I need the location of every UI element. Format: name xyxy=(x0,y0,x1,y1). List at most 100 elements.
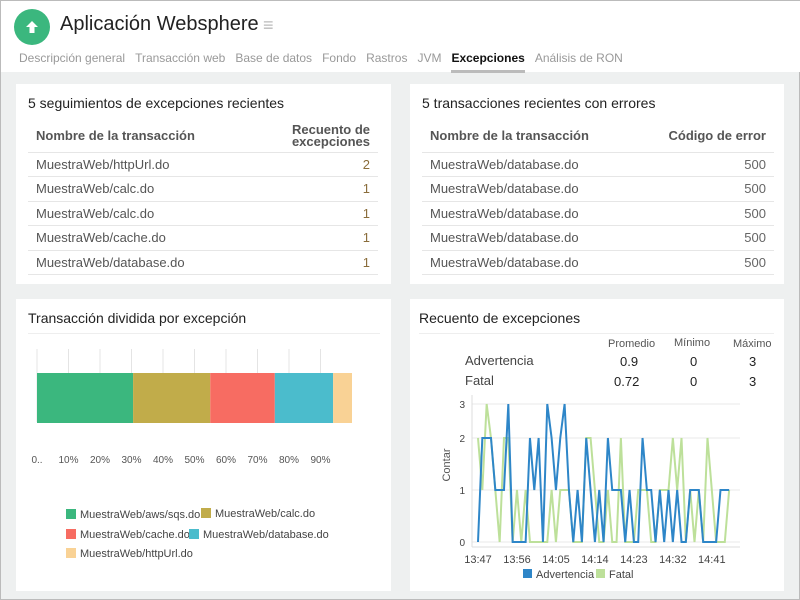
column-header: Nombre de la transacción xyxy=(422,120,636,153)
arrow-up-icon xyxy=(26,21,38,33)
x-tick-label: 10% xyxy=(58,455,78,466)
recent-error-transactions-card: 5 transacciones recientes con errores No… xyxy=(410,84,784,284)
y-tick-label: 1 xyxy=(459,486,465,497)
legend-item[interactable]: MuestraWeb/database.do xyxy=(189,529,329,541)
column-header: Nombre de la transacción xyxy=(28,120,256,153)
legend-label: MuestraWeb/httpUrl.do xyxy=(80,548,193,560)
card-title: Recuento de excepciones xyxy=(419,310,581,326)
transaction-name[interactable]: MuestraWeb/database.do xyxy=(422,152,636,177)
legend-item[interactable]: MuestraWeb/httpUrl.do xyxy=(66,548,193,560)
legend-item[interactable]: MuestraWeb/calc.do xyxy=(201,508,315,520)
stat-value: 0 xyxy=(690,354,698,369)
bar-segment[interactable] xyxy=(37,373,134,423)
card-title: Transacción dividida por excepción xyxy=(28,310,247,326)
legend-swatch[interactable] xyxy=(596,569,605,578)
legend-item[interactable]: MuestraWeb/cache.do xyxy=(66,529,190,541)
table-row[interactable]: MuestraWeb/database.do 500 xyxy=(422,152,774,177)
legend-label[interactable]: Advertencia xyxy=(536,569,595,581)
transaction-name[interactable]: MuestraWeb/database.do xyxy=(422,250,636,275)
legend-label[interactable]: Fatal xyxy=(609,569,633,581)
column-header: Código de error xyxy=(635,120,774,153)
stat-value: 3 xyxy=(749,354,757,369)
transaction-name[interactable]: MuestraWeb/database.do xyxy=(28,250,256,275)
bar-segment[interactable] xyxy=(210,373,275,423)
table-row[interactable]: MuestraWeb/database.do 1 xyxy=(28,250,378,275)
exception-count-line-chart: 0 1 2 3 Contar 13:47 13:56 14:05 14:14 14:23 14:32… xyxy=(441,395,740,581)
legend-item[interactable]: MuestraWeb/aws/sqs.do xyxy=(66,509,200,521)
transaction-name[interactable]: MuestraWeb/httpUrl.do xyxy=(28,152,256,177)
exception-count-card: Recuento de excepciones Promedio Mínimo … xyxy=(410,299,784,591)
bar-segment[interactable] xyxy=(333,373,352,423)
column-header: Promedio xyxy=(608,338,656,350)
traces-table: Nombre de la transacción Recuento de excep… xyxy=(28,120,378,275)
transaction-name[interactable]: MuestraWeb/calc.do xyxy=(28,201,256,226)
x-tick-label: 90% xyxy=(310,455,330,466)
x-tick-label: 20% xyxy=(90,455,110,466)
exception-count: 1 xyxy=(255,176,378,202)
x-tick-label: 14:41 xyxy=(698,554,726,566)
legend-label: MuestraWeb/database.do xyxy=(203,529,329,541)
x-tick-label: 80% xyxy=(279,455,299,466)
recent-exception-traces-card: 5 seguimientos de excepciones recientes … xyxy=(16,84,391,284)
table-row[interactable]: MuestraWeb/database.do 500 xyxy=(422,201,774,226)
x-tick-label: 50% xyxy=(184,455,204,466)
legend-swatch[interactable] xyxy=(523,569,532,578)
legend-swatch xyxy=(201,508,211,518)
legend-label: MuestraWeb/aws/sqs.do xyxy=(80,509,201,521)
tab-bar: Descripción general Transacción web Base… xyxy=(19,51,623,73)
app-logo xyxy=(14,9,50,45)
x-tick-label: 14:14 xyxy=(581,554,609,566)
x-tick-label: 14:05 xyxy=(542,554,570,566)
stat-value: 3 xyxy=(749,374,757,389)
transaction-name[interactable]: MuestraWeb/calc.do xyxy=(28,176,256,202)
table-row[interactable]: MuestraWeb/httpUrl.do 2 xyxy=(28,152,378,177)
error-code: 500 xyxy=(635,176,774,202)
table-row[interactable]: MuestraWeb/calc.do 1 xyxy=(28,176,378,202)
x-tick-label: 30% xyxy=(121,455,141,466)
stats-table: Promedio Mínimo Máximo Advertencia 0.9 0… xyxy=(410,299,784,394)
stat-value: 0 xyxy=(690,374,698,389)
tab-background[interactable]: Fondo xyxy=(322,51,357,65)
table-row[interactable]: MuestraWeb/database.do 500 xyxy=(422,250,774,275)
transaction-name[interactable]: MuestraWeb/cache.do xyxy=(28,225,256,251)
table-row[interactable]: MuestraWeb/cache.do 1 xyxy=(28,225,378,251)
tab-traces[interactable]: Rastros xyxy=(366,51,408,65)
table-row[interactable]: MuestraWeb/database.do 500 xyxy=(422,176,774,202)
legend-label: MuestraWeb/cache.do xyxy=(80,529,190,541)
x-tick-label: 14:32 xyxy=(659,554,687,566)
legend-swatch xyxy=(66,529,76,539)
tab-database[interactable]: Base de datos xyxy=(235,51,313,65)
bar-segment[interactable] xyxy=(133,373,211,423)
card-title: 5 transacciones recientes con errores xyxy=(422,95,656,111)
column-header: Mínimo xyxy=(674,337,711,349)
column-header: Recuento de excepciones xyxy=(255,120,378,153)
card-title: 5 seguimientos de excepciones recientes xyxy=(28,95,285,111)
legend-label: MuestraWeb/calc.do xyxy=(215,508,316,520)
error-code: 500 xyxy=(635,152,774,177)
row-label: Advertencia xyxy=(465,353,534,368)
stat-value: 0.72 xyxy=(614,374,640,389)
tab-overview[interactable]: Descripción general xyxy=(19,51,126,65)
y-tick-label: 3 xyxy=(459,400,465,411)
tab-ron-analysis[interactable]: Análisis de RON xyxy=(534,51,623,65)
transaction-name[interactable]: MuestraWeb/database.do xyxy=(422,176,636,202)
y-tick-label: 0 xyxy=(459,538,465,549)
transaction-name[interactable]: MuestraWeb/database.do xyxy=(422,201,636,226)
table-row[interactable]: MuestraWeb/calc.do 1 xyxy=(28,201,378,226)
x-tick-label: 14:23 xyxy=(620,554,648,566)
bar-segment[interactable] xyxy=(274,373,334,423)
tab-jvm[interactable]: JVM xyxy=(417,51,442,65)
hamburger-icon[interactable]: ≡ xyxy=(263,15,274,35)
tab-exceptions[interactable]: Excepciones xyxy=(451,51,525,73)
x-tick-label: 60% xyxy=(216,455,236,466)
exception-count: 2 xyxy=(255,152,378,177)
y-axis-label: Contar xyxy=(441,448,453,481)
transaction-name[interactable]: MuestraWeb/database.do xyxy=(422,225,636,251)
errors-table: Nombre de la transacción Código de error … xyxy=(422,120,774,275)
breakdown-bar-chart: 0.. 10% 20% 30% 40% 50% 60% 70% 80% 90% xyxy=(31,349,352,466)
exception-count: 1 xyxy=(255,250,378,275)
table-row[interactable]: MuestraWeb/database.do 500 xyxy=(422,225,774,251)
x-tick-label: 13:56 xyxy=(503,554,531,566)
tab-web-transaction[interactable]: Transacción web xyxy=(135,51,226,65)
series-line-advertencia[interactable] xyxy=(477,403,730,543)
